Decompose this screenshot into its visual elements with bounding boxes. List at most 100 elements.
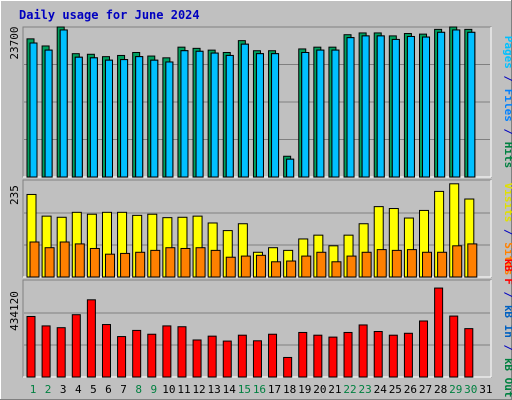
panel-legend-label: kB F / kB In / kB Out bbox=[502, 258, 512, 397]
bar-sites-day-27 bbox=[422, 251, 433, 278]
bar-sites-day-10 bbox=[165, 247, 176, 278]
bar-kb-f-day-28 bbox=[434, 287, 444, 378]
bar-pages-day-26 bbox=[406, 35, 415, 178]
panel-legend-label: Pages / Files / Hits bbox=[502, 36, 512, 169]
x-tick-label: 22 bbox=[343, 383, 356, 396]
bar-pages-day-17 bbox=[271, 53, 280, 178]
bar-kb-f-day-10 bbox=[162, 325, 172, 378]
bar-sites-day-11 bbox=[180, 247, 191, 278]
legend-segment: Files bbox=[502, 89, 512, 122]
bar-pages-day-3 bbox=[59, 29, 68, 178]
bar-pages-day-24 bbox=[376, 35, 385, 178]
bar-pages-day-9 bbox=[150, 59, 159, 178]
bar-kb-f-day-2 bbox=[41, 325, 51, 378]
chart-title: Daily usage for June 2024 bbox=[19, 8, 200, 22]
bar-kb-f-day-23 bbox=[358, 324, 368, 378]
x-tick-label: 6 bbox=[105, 383, 112, 396]
x-tick-label: 3 bbox=[60, 383, 67, 396]
x-tick-label: 11 bbox=[177, 383, 190, 396]
bar-pages-day-28 bbox=[437, 31, 446, 178]
legend-segment: / bbox=[502, 222, 512, 242]
legend-segment: / bbox=[502, 122, 512, 142]
x-tick-label: 4 bbox=[75, 383, 82, 396]
y-tick-label: 23700 bbox=[8, 26, 21, 59]
x-axis-labels: 1 2 3 4 5 6 7 8 9 10 11 12 13 14 15 16 17 18 19 20 21 22 23 24 2… bbox=[30, 383, 493, 396]
x-tick-label: 26 bbox=[404, 383, 417, 396]
bar-pages-day-21 bbox=[331, 49, 340, 178]
bar-kb-f-day-4 bbox=[71, 314, 81, 378]
x-tick-label: 27 bbox=[419, 383, 432, 396]
x-tick-label: 17 bbox=[268, 383, 281, 396]
bar-sites-day-22 bbox=[346, 255, 357, 278]
bar-kb-f-day-19 bbox=[298, 331, 308, 378]
y-tick-label: 434120 bbox=[8, 291, 21, 331]
bar-sites-day-16 bbox=[255, 254, 266, 278]
bar-sites-day-30 bbox=[467, 243, 478, 278]
x-tick-label: 15 bbox=[238, 383, 251, 396]
x-tick-label: 2 bbox=[45, 383, 52, 396]
legend-segment: / bbox=[502, 285, 512, 305]
bar-pages-day-10 bbox=[165, 61, 174, 178]
bar-sites-day-9 bbox=[150, 249, 161, 278]
bar-kb-f-day-15 bbox=[237, 334, 247, 378]
bar-sites-day-7 bbox=[120, 252, 131, 278]
x-tick-label: 24 bbox=[374, 383, 388, 396]
bar-sites-day-19 bbox=[301, 255, 312, 278]
bar-sites-day-1 bbox=[29, 241, 40, 278]
bar-sites-day-13 bbox=[210, 249, 221, 278]
bar-pages-day-5 bbox=[89, 57, 98, 178]
bar-kb-f-day-3 bbox=[56, 327, 66, 378]
bar-kb-f-day-8 bbox=[132, 329, 142, 378]
x-tick-label: 12 bbox=[192, 383, 205, 396]
bar-pages-day-25 bbox=[391, 38, 400, 178]
bar-kb-f-day-27 bbox=[419, 320, 429, 378]
bar-sites-day-29 bbox=[452, 245, 463, 278]
bar-pages-day-12 bbox=[195, 50, 204, 178]
bar-kb-f-day-9 bbox=[147, 333, 157, 378]
bar-pages-day-18 bbox=[286, 158, 295, 178]
bar-sites-day-23 bbox=[361, 251, 372, 278]
bar-sites-day-15 bbox=[240, 255, 251, 278]
legend-segment: Sites bbox=[502, 242, 512, 275]
bar-kb-f-day-21 bbox=[328, 336, 338, 378]
bar-sites-day-3 bbox=[59, 241, 70, 278]
bar-sites-day-24 bbox=[376, 249, 387, 278]
bar-kb-f-day-7 bbox=[117, 336, 127, 378]
bar-pages-day-16 bbox=[255, 53, 264, 178]
bar-kb-f-day-13 bbox=[207, 335, 217, 378]
bar-pages-day-6 bbox=[104, 59, 113, 178]
bar-pages-day-15 bbox=[240, 43, 249, 178]
bar-pages-day-30 bbox=[467, 31, 476, 178]
bar-sites-day-8 bbox=[135, 251, 146, 278]
bar-kb-f-day-29 bbox=[449, 315, 459, 378]
x-tick-label: 7 bbox=[120, 383, 127, 396]
bar-sites-day-17 bbox=[271, 261, 282, 278]
legend-segment: Hits bbox=[502, 142, 512, 169]
bar-kb-f-day-30 bbox=[464, 328, 474, 378]
bar-kb-f-day-20 bbox=[313, 334, 323, 378]
x-tick-label: 19 bbox=[298, 383, 311, 396]
bar-sites-day-21 bbox=[331, 261, 342, 278]
bar-kb-f-day-5 bbox=[86, 299, 96, 378]
bar-pages-day-7 bbox=[120, 59, 129, 178]
x-tick-label: 20 bbox=[313, 383, 326, 396]
bar-kb-f-day-16 bbox=[252, 340, 262, 378]
legend-segment: Pages bbox=[502, 36, 512, 69]
legend-segment: kB Out bbox=[502, 358, 512, 398]
bar-pages-day-4 bbox=[74, 56, 83, 178]
bar-pages-day-13 bbox=[210, 52, 219, 178]
bar-kb-f-day-6 bbox=[101, 324, 111, 378]
x-tick-label: 10 bbox=[162, 383, 175, 396]
x-tick-label: 13 bbox=[208, 383, 221, 396]
bar-sites-day-14 bbox=[225, 256, 236, 278]
legend-segment: kB F bbox=[502, 258, 512, 285]
bar-sites-day-2 bbox=[44, 247, 55, 278]
bar-sites-day-4 bbox=[74, 243, 85, 278]
bar-sites-day-6 bbox=[104, 253, 115, 278]
bar-kb-f-day-18 bbox=[283, 356, 293, 378]
bar-pages-day-27 bbox=[422, 36, 431, 178]
x-tick-label: 16 bbox=[253, 383, 266, 396]
bar-sites-day-25 bbox=[391, 249, 402, 278]
